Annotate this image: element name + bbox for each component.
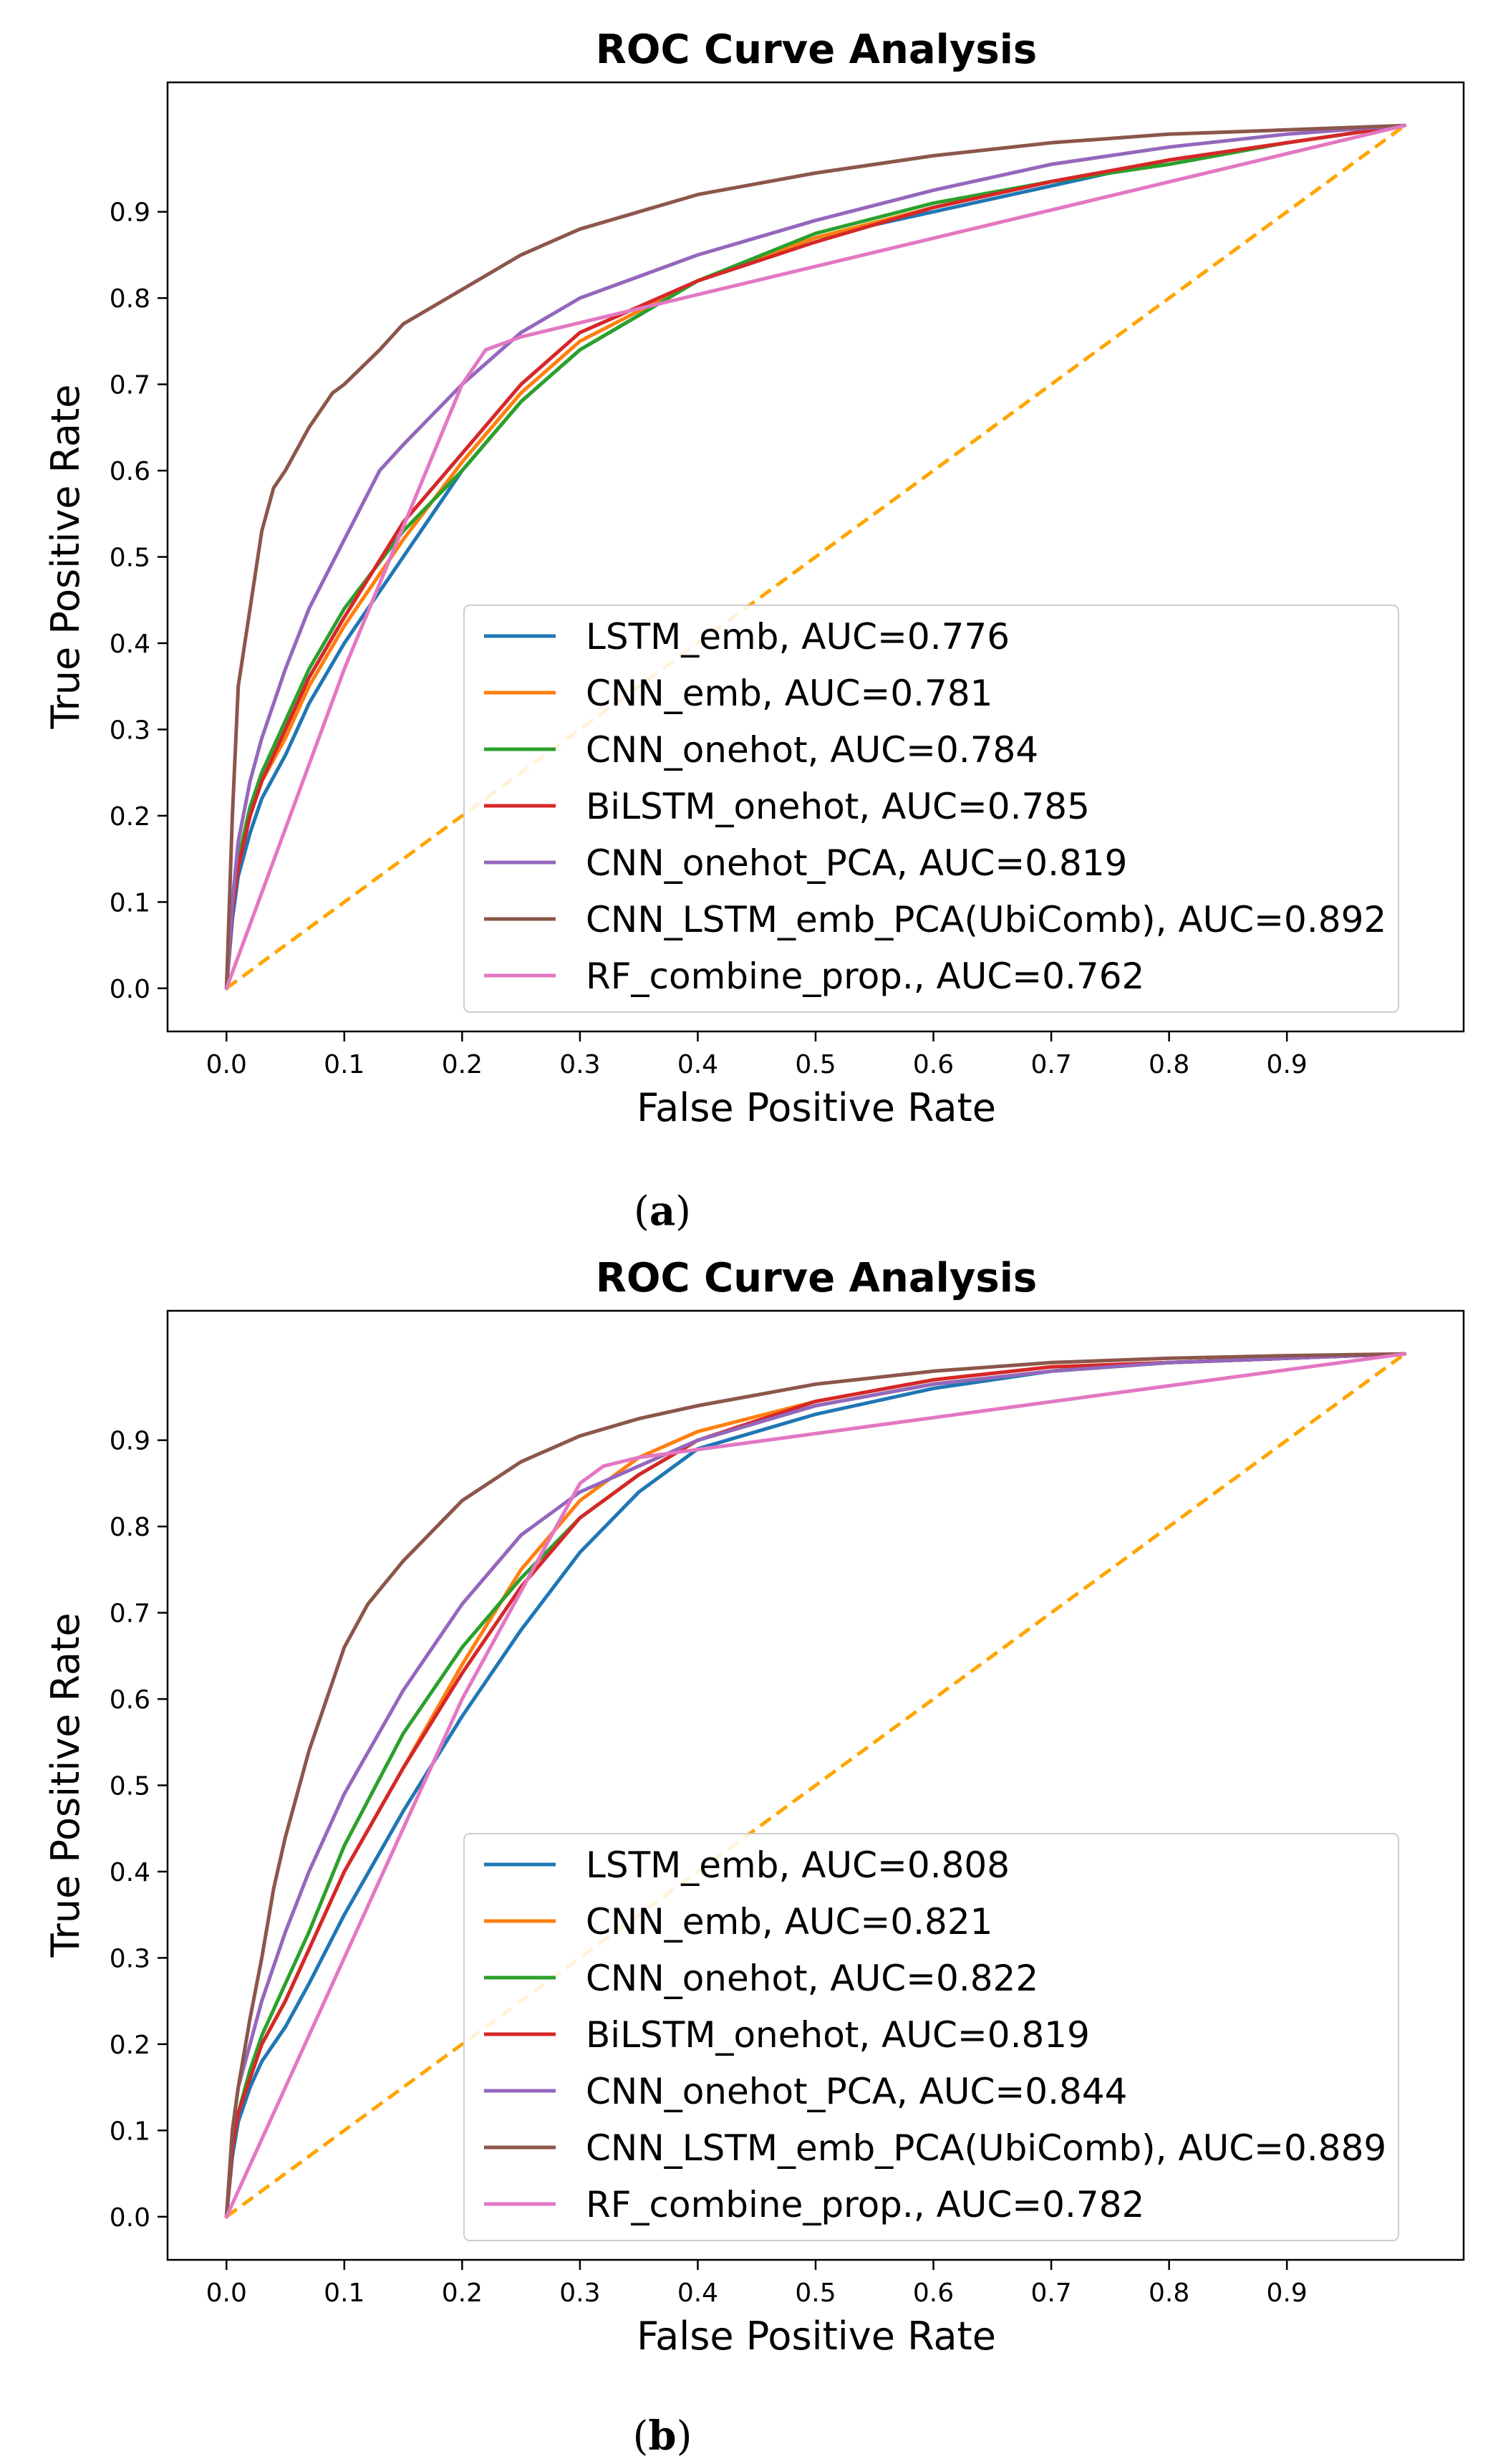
panel-b-x-tick-label: 0.5 — [795, 2278, 836, 2308]
panel-b-diagonal-layer — [225, 1352, 1406, 2218]
panel-a-caption: (a) — [634, 1188, 691, 1235]
panel-a-x-ticks: 0.0 0.1 0.2 0.3 0.4 0.5 0.6 0.7 0.8 0.9 — [206, 1031, 1308, 1079]
panel-a-x-tick-label: 0.9 — [1267, 1050, 1308, 1079]
panel-b-caption: (b) — [633, 2412, 692, 2460]
panel-a-y-ticks: 0.0 0.1 0.2 0.3 0.4 0.5 0.6 0.7 0.8 0.9 — [110, 198, 168, 1004]
panel-a-curves-layer — [224, 123, 1407, 991]
panel-a-legend-label: CNN_onehot, AUC=0.784 — [586, 729, 1038, 771]
panel-b-legend-box — [463, 1833, 1399, 2241]
panel-b-x-tick-label: 0.6 — [913, 2278, 954, 2308]
panel-a-x-axis-label: False Positive Rate — [637, 1085, 996, 1130]
panel-a-legend-label: CNN_LSTM_emb_PCA(UbiComb), AUC=0.892 — [586, 899, 1386, 940]
panel-b-roc-curve-4 — [224, 1352, 1407, 2219]
panel-a-y-tick-label: 0.8 — [110, 284, 150, 314]
panel-b-x-tick-label: 0.9 — [1267, 2278, 1308, 2308]
panel-a-y-tick-label: 0.9 — [110, 198, 150, 228]
panel-b-legend-label: CNN_onehot_PCA, AUC=0.844 — [586, 2071, 1127, 2112]
panel-a-x-tick-label: 0.3 — [559, 1050, 600, 1079]
panel-b: ROC Curve Analysis 0.0 0.1 0.2 0.3 0.4 0.5 0.6… — [43, 1255, 1465, 2460]
panel-a-y-tick-label: 0.2 — [110, 802, 150, 832]
panel-a-y-tick-label: 0.1 — [110, 888, 150, 918]
panel-b-x-axis-label: False Positive Rate — [637, 2314, 996, 2359]
panel-b-y-tick-label: 0.5 — [110, 1772, 150, 1801]
panel-b-x-tick-label: 0.1 — [324, 2278, 364, 2308]
panel-a-x-tick-label: 0.8 — [1149, 1050, 1189, 1079]
panel-b-legend-label: BiLSTM_onehot, AUC=0.819 — [586, 2014, 1090, 2056]
panel-a-x-tick-label: 0.4 — [677, 1050, 718, 1079]
panel-a-roc-curve-5 — [224, 123, 1407, 991]
panel-b-x-tick-label: 0.2 — [442, 2278, 483, 2308]
panel-a-legend: LSTM_emb, AUC=0.776 CNN_emb, AUC=0.781 C… — [463, 605, 1399, 1013]
panel-a-legend-label: BiLSTM_onehot, AUC=0.785 — [586, 786, 1090, 827]
panel-a-y-tick-label: 0.5 — [110, 544, 150, 573]
panel-b-roc-curve-6 — [224, 1352, 1407, 2219]
panel-b-roc-curve-5 — [224, 1352, 1407, 2219]
panel-b-x-tick-label: 0.0 — [206, 2278, 247, 2308]
panel-a-y-tick-label: 0.0 — [110, 975, 150, 1004]
panel-b-y-tick-label: 0.9 — [110, 1427, 150, 1456]
panel-b-x-tick-label: 0.4 — [677, 2278, 718, 2308]
panel-a-y-tick-label: 0.7 — [110, 371, 150, 400]
panel-b-curves-layer — [224, 1352, 1407, 2219]
panel-b-x-tick-label: 0.3 — [559, 2278, 600, 2308]
panel-b-x-tick-label: 0.8 — [1149, 2278, 1189, 2308]
panel-b-legend: LSTM_emb, AUC=0.808 CNN_emb, AUC=0.821 C… — [463, 1833, 1399, 2241]
panel-a-legend-label: CNN_emb, AUC=0.781 — [586, 673, 992, 714]
panel-b-y-tick-label: 0.0 — [110, 2203, 150, 2233]
panel-a-legend-label: LSTM_emb, AUC=0.776 — [586, 616, 1010, 658]
panel-b-chance-diagonal-line — [225, 1352, 1406, 2218]
panel-a-y-tick-label: 0.3 — [110, 716, 150, 745]
panel-b-title: ROC Curve Analysis — [596, 1255, 1037, 1301]
panel-a-title: ROC Curve Analysis — [596, 27, 1037, 73]
panel-a-x-tick-label: 0.1 — [324, 1050, 364, 1079]
panel-b-y-tick-label: 0.2 — [110, 2031, 150, 2060]
panel-b-y-tick-label: 0.4 — [110, 1858, 150, 1887]
panel-a-chance-diagonal-line — [225, 124, 1406, 990]
panel-b-x-ticks: 0.0 0.1 0.2 0.3 0.4 0.5 0.6 0.7 0.8 0.9 — [206, 2260, 1308, 2308]
panel-b-y-axis-label: True Positive Rate — [43, 1612, 88, 1958]
panel-b-legend-label: CNN_emb, AUC=0.821 — [586, 1901, 992, 1943]
panel-a-x-tick-label: 0.7 — [1030, 1050, 1071, 1079]
panel-b-y-ticks: 0.0 0.1 0.2 0.3 0.4 0.5 0.6 0.7 0.8 0.9 — [110, 1427, 168, 2233]
panel-a-roc-curve-4 — [224, 123, 1407, 991]
panel-b-legend-label: CNN_onehot, AUC=0.822 — [586, 1958, 1038, 1999]
panel-a-legend-box — [463, 605, 1399, 1013]
panel-b-legend-label: CNN_LSTM_emb_PCA(UbiComb), AUC=0.889 — [586, 2127, 1386, 2169]
panel-a-x-tick-label: 0.6 — [913, 1050, 954, 1079]
panel-b-y-tick-label: 0.3 — [110, 1944, 150, 1973]
panel-a-x-tick-label: 0.5 — [795, 1050, 836, 1079]
panel-a-y-tick-label: 0.4 — [110, 630, 150, 659]
panel-a-y-axis-label: True Positive Rate — [43, 384, 88, 729]
panel-b-legend-label: LSTM_emb, AUC=0.808 — [586, 1844, 1010, 1886]
panel-a-legend-label: CNN_onehot_PCA, AUC=0.819 — [586, 842, 1127, 884]
panel-a-diagonal-layer — [225, 124, 1406, 990]
panel-b-y-tick-label: 0.6 — [110, 1685, 150, 1715]
panel-b-y-tick-label: 0.7 — [110, 1599, 150, 1629]
panel-b-y-tick-label: 0.1 — [110, 2117, 150, 2146]
panel-b-roc-curve-3 — [224, 1352, 1407, 2219]
panel-a-x-tick-label: 0.0 — [206, 1050, 247, 1079]
panel-b-legend-label: RF_combine_prop., AUC=0.782 — [586, 2184, 1144, 2225]
panel-b-x-tick-label: 0.7 — [1030, 2278, 1071, 2308]
panel-a-x-tick-label: 0.2 — [442, 1050, 483, 1079]
panel-a: ROC Curve Analysis 0.0 0.1 0.2 0.3 0.4 0.5 0.6… — [43, 27, 1465, 1235]
panel-a-roc-curve-6 — [224, 123, 1407, 991]
panel-a-legend-label: RF_combine_prop., AUC=0.762 — [586, 956, 1144, 997]
panel-b-y-tick-label: 0.8 — [110, 1513, 150, 1542]
panel-a-y-tick-label: 0.6 — [110, 457, 150, 486]
panel-a-roc-curve-3 — [224, 123, 1407, 991]
